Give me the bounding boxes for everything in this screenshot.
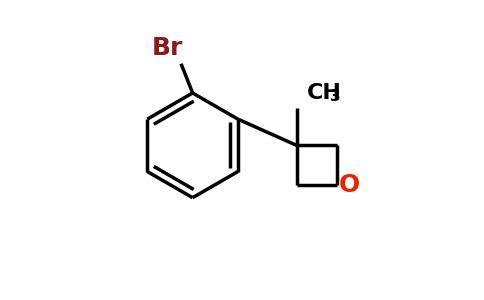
Text: Br: Br: [151, 36, 183, 60]
Text: O: O: [338, 173, 360, 197]
Text: 3: 3: [330, 88, 340, 104]
Text: CH: CH: [307, 83, 342, 103]
